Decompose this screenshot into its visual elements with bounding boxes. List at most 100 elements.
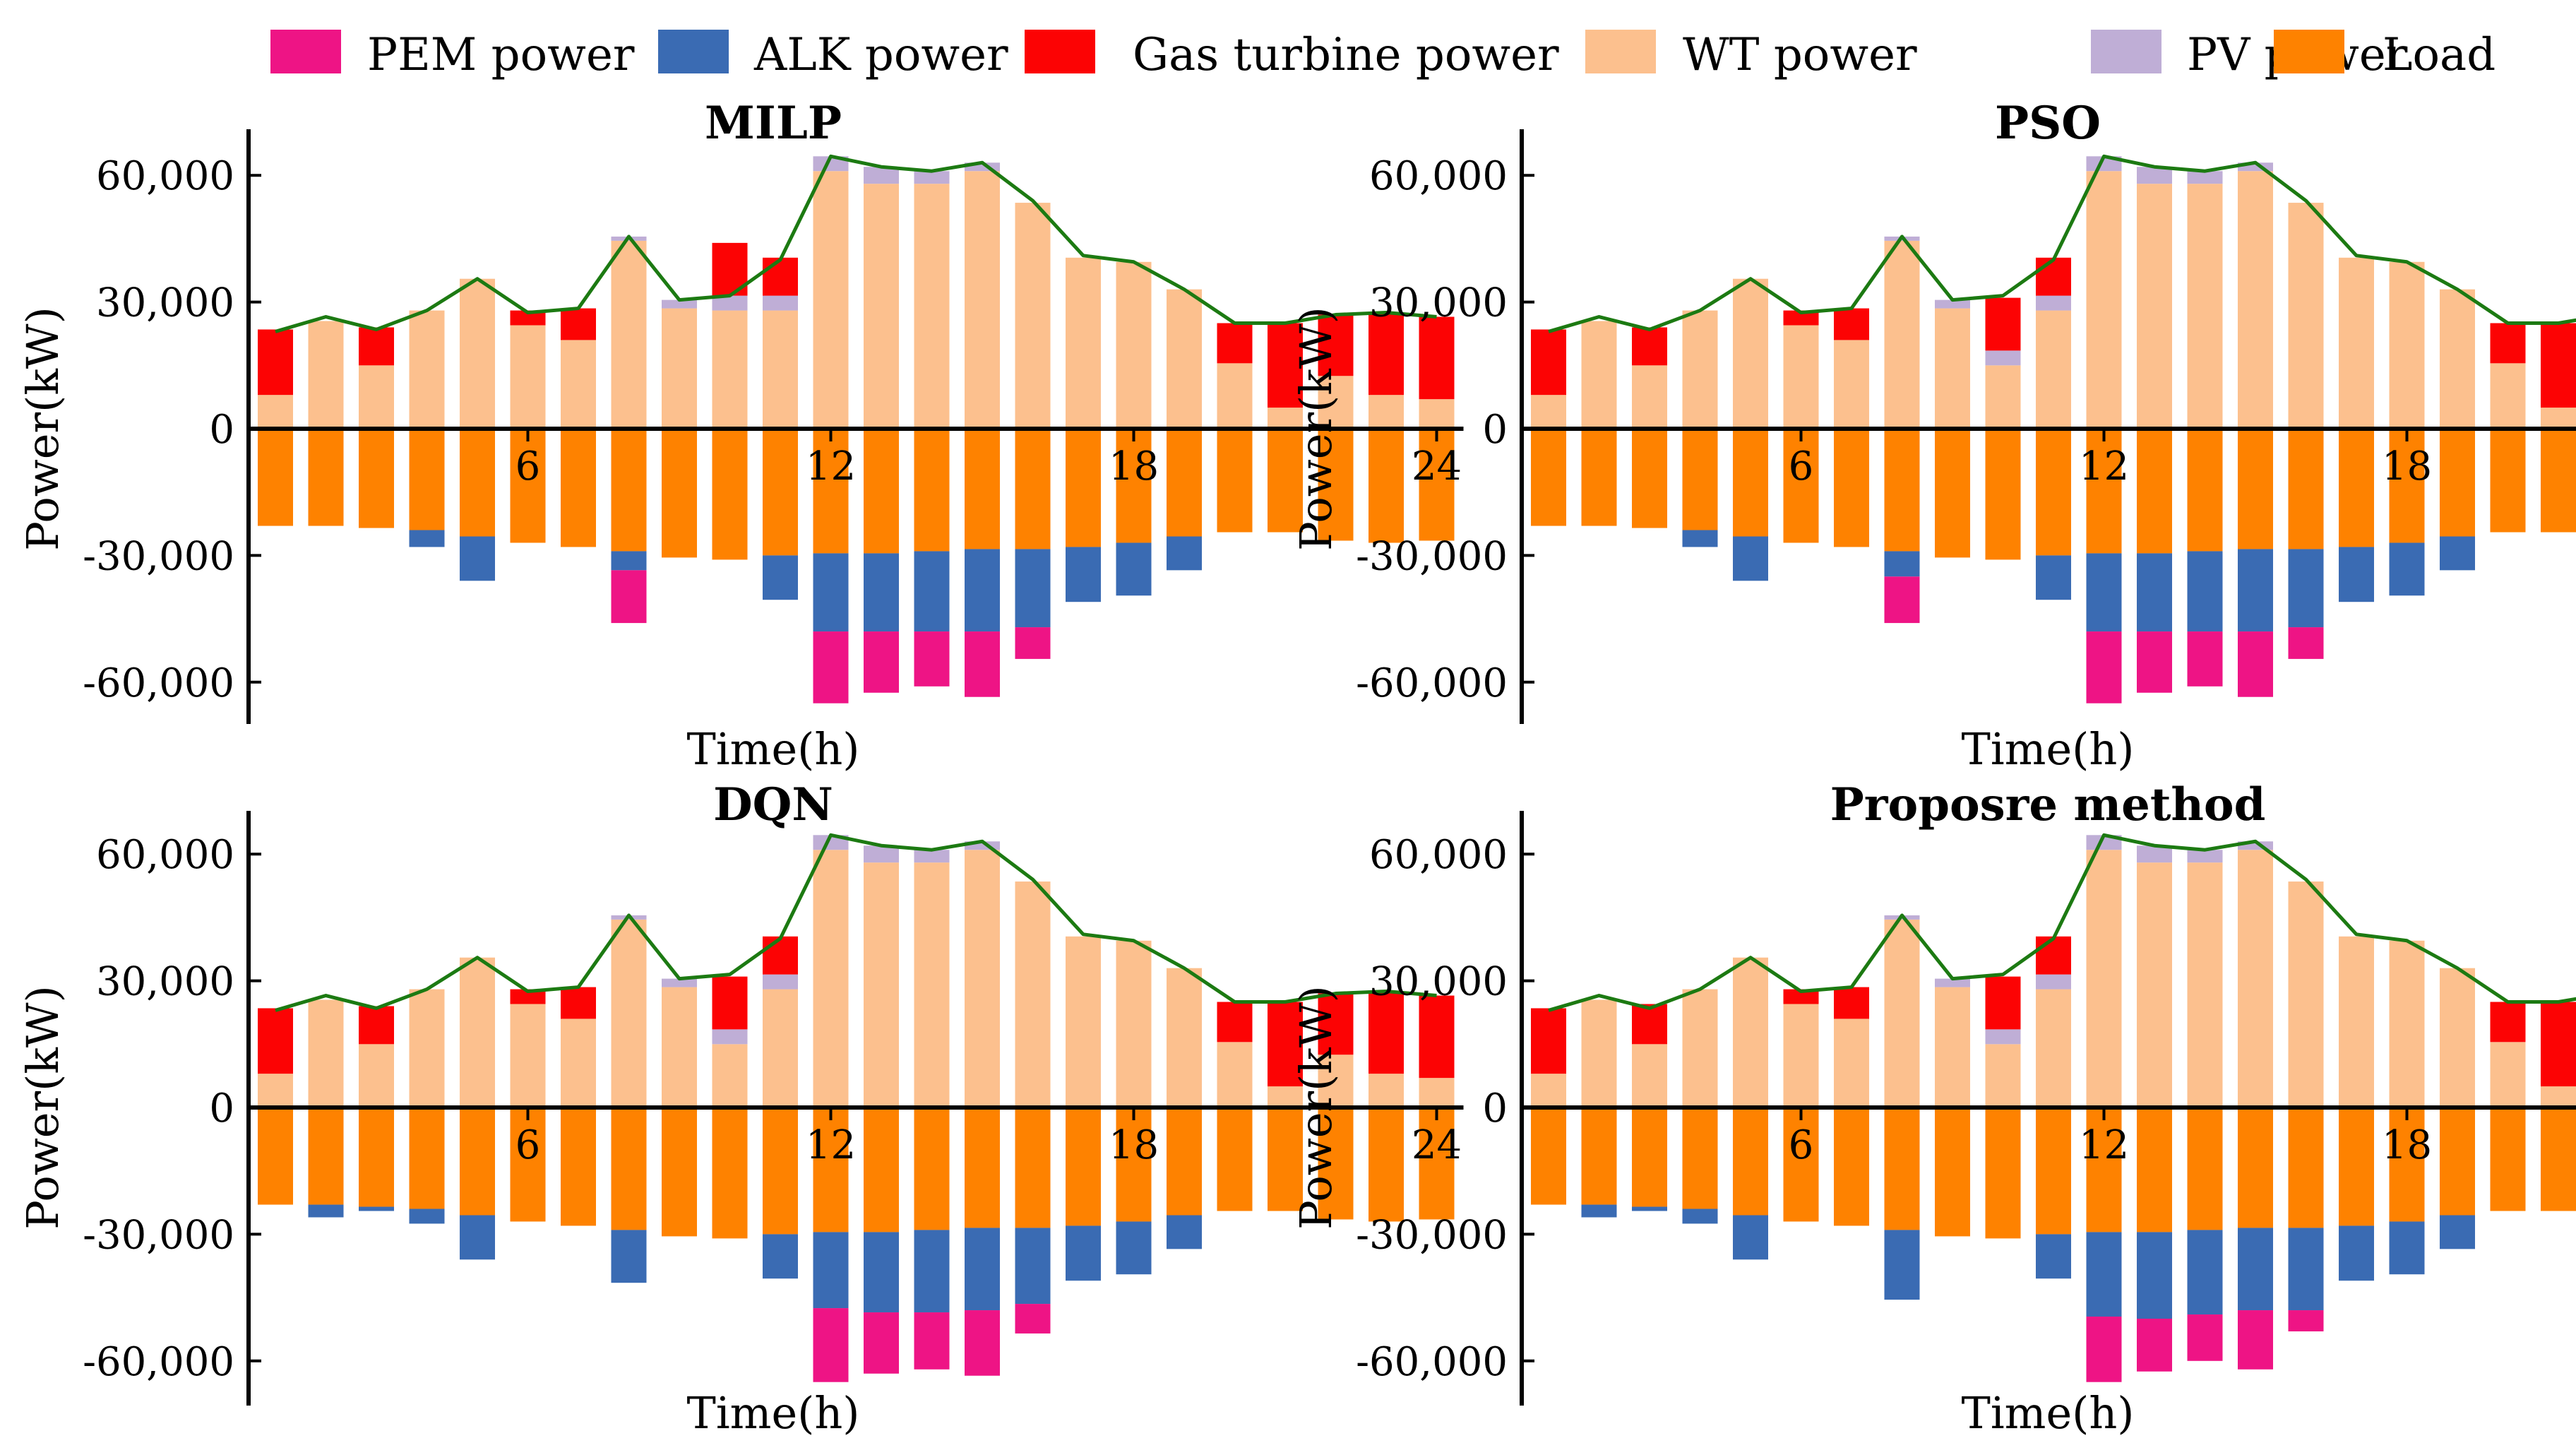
bars (258, 835, 1455, 1382)
bar-wt-h21 (2541, 1086, 2576, 1108)
y-tick-label: 0 (209, 407, 234, 453)
bar-load-h10 (712, 1108, 748, 1239)
bar-wt-h20 (2490, 363, 2526, 429)
y-tick-label: 0 (1482, 407, 1508, 453)
bar-load-h3 (359, 1108, 394, 1207)
bar-alk-h11 (2036, 1234, 2071, 1279)
legend-item-alk: ALK power (658, 29, 1008, 81)
bar-pem-h16 (2288, 1310, 2324, 1331)
bar-gas-h6 (1783, 989, 1819, 1004)
bar-alk-h18 (2389, 1221, 2425, 1275)
bar-wt-h17 (2339, 257, 2374, 429)
bar-load-h4 (409, 1108, 445, 1209)
legend-item-load: Load (2274, 29, 2496, 81)
bar-pv-h12 (813, 835, 849, 850)
legend-swatch-load (2274, 30, 2344, 73)
legend-swatch-gas (1025, 30, 1095, 73)
bar-pem-h15 (2238, 1310, 2273, 1370)
bar-wt-h1 (1531, 395, 1566, 429)
bar-gas-h6 (510, 989, 546, 1004)
bar-gas-h21 (2541, 1002, 2576, 1087)
bar-wt-h4 (409, 989, 445, 1108)
bar-alk-h13 (864, 553, 899, 632)
bar-wt-h4 (409, 310, 445, 429)
bar-pv-h11 (763, 295, 798, 311)
bar-wt-h2 (1581, 999, 1617, 1108)
bar-gas-h3 (1632, 327, 1667, 366)
bar-wt-h16 (2288, 203, 2324, 429)
y-tick-label: 60,000 (96, 832, 234, 878)
bar-alk-h3 (1632, 1206, 1667, 1211)
bar-gas-h10 (1985, 976, 2021, 1030)
bar-gas-h1 (1531, 1008, 1566, 1074)
bar-gas-h21 (1268, 1002, 1303, 1087)
bar-load-h15 (2238, 1108, 2273, 1228)
bar-load-h16 (2288, 1108, 2324, 1228)
bar-alk-h8 (611, 1230, 647, 1283)
bar-wt-h16 (1015, 881, 1051, 1108)
legend-label-pem: PEM power (367, 29, 635, 81)
x-tick-label: 18 (2382, 444, 2432, 489)
y-tick-label: 60,000 (1369, 153, 1508, 199)
bar-load-h12 (2086, 429, 2122, 554)
bar-gas-h11 (2036, 936, 2071, 975)
bar-pem-h8 (1884, 576, 1920, 624)
bar-load-h5 (460, 429, 495, 537)
bar-load-h3 (1632, 429, 1667, 528)
y-tick-label: -30,000 (83, 1212, 234, 1258)
bar-load-h17 (2339, 1108, 2374, 1226)
bar-load-h13 (864, 1108, 899, 1233)
bar-load-h19 (1167, 1108, 1202, 1216)
bar-alk-h16 (1015, 1228, 1051, 1305)
bar-alk-h16 (2288, 549, 2324, 628)
legend-label-alk: ALK power (753, 29, 1008, 81)
x-tick-label: 6 (1789, 1122, 1814, 1168)
legend-item-wt: WT power (1585, 29, 1917, 81)
bar-pv-h9 (662, 978, 697, 987)
load-curve-line (1548, 833, 2576, 1012)
y-tick-label: 0 (1482, 1086, 1508, 1132)
y-axis-label: Power(kW) (17, 307, 68, 551)
bar-load-h21 (2541, 1108, 2576, 1211)
x-tick-label: 18 (1109, 444, 1159, 489)
bar-load-h5 (1733, 429, 1768, 537)
x-tick-label: 24 (1412, 1122, 1462, 1168)
bar-load-h9 (662, 429, 697, 558)
x-tick-label: 6 (1789, 444, 1814, 489)
y-tick-label: 30,000 (1369, 280, 1508, 326)
bar-load-h2 (308, 429, 344, 526)
bar-alk-h11 (763, 1234, 798, 1279)
bar-pem-h12 (813, 631, 849, 703)
bar-load-h15 (2238, 429, 2273, 550)
bar-load-h19 (2440, 1108, 2475, 1216)
bar-gas-h3 (359, 1006, 394, 1045)
bar-wt-h20 (1217, 363, 1253, 429)
bar-load-h12 (2086, 1108, 2122, 1233)
bar-wt-h9 (1935, 308, 1970, 429)
bar-load-h17 (1066, 429, 1101, 547)
bar-pem-h15 (965, 631, 1000, 697)
bar-alk-h18 (1116, 1221, 1152, 1275)
bar-load-h16 (1015, 429, 1051, 550)
bar-gas-h7 (561, 987, 596, 1019)
x-tick-label: 6 (515, 444, 541, 489)
bar-load-h9 (1935, 1108, 1970, 1237)
bar-alk-h5 (1733, 1215, 1768, 1260)
bar-alk-h4 (1682, 1209, 1718, 1224)
bar-alk-h15 (965, 1228, 1000, 1311)
bar-load-h11 (2036, 1108, 2071, 1235)
bar-pem-h12 (2086, 1317, 2122, 1382)
bar-gas-h11 (763, 936, 798, 975)
bar-wt-h21 (1268, 408, 1303, 429)
bar-wt-h7 (561, 1019, 596, 1108)
bar-pv-h13 (864, 845, 899, 863)
bar-load-h21 (1268, 429, 1303, 533)
x-tick-label: 12 (2079, 444, 2129, 489)
panel-title: DQN (713, 778, 833, 831)
bar-wt-h8 (1884, 919, 1920, 1108)
bar-pem-h14 (914, 1312, 950, 1370)
bar-wt-h10 (1985, 365, 2021, 429)
bar-alk-h12 (813, 1232, 849, 1309)
bar-load-h7 (1834, 1108, 1869, 1226)
bar-load-h5 (460, 1108, 495, 1216)
